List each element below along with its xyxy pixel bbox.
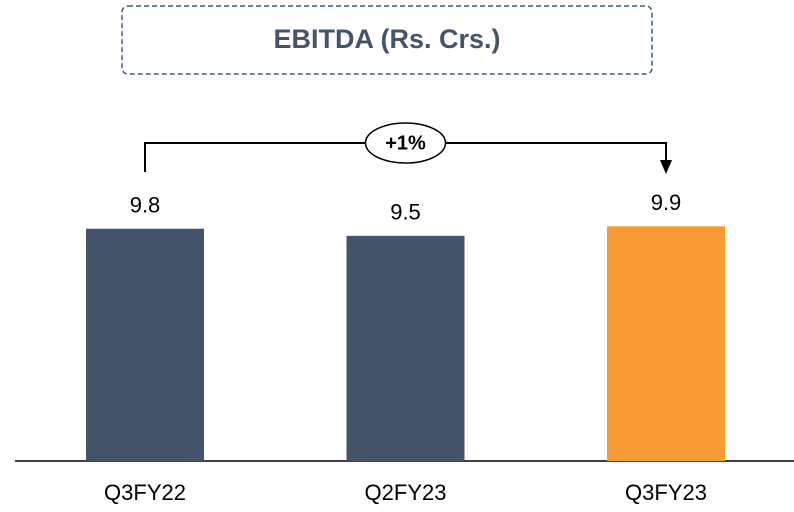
bar bbox=[86, 228, 204, 461]
chart-title: EBITDA (Rs. Crs.) bbox=[273, 24, 500, 54]
x-tick-label: Q2FY23 bbox=[365, 480, 447, 505]
value-label: 9.5 bbox=[390, 200, 421, 225]
bar bbox=[346, 235, 465, 461]
arrow-head bbox=[660, 160, 672, 174]
value-label: 9.9 bbox=[651, 190, 682, 215]
growth-bracket: +1% bbox=[144, 122, 672, 174]
x-tick-label: Q3FY23 bbox=[625, 480, 707, 505]
annotation: +1% bbox=[385, 132, 426, 154]
x-tick-label: Q3FY22 bbox=[104, 480, 186, 505]
annotation-oval bbox=[364, 122, 447, 164]
bar bbox=[607, 226, 725, 461]
title-box bbox=[121, 5, 653, 75]
value-label: 9.8 bbox=[130, 193, 161, 218]
